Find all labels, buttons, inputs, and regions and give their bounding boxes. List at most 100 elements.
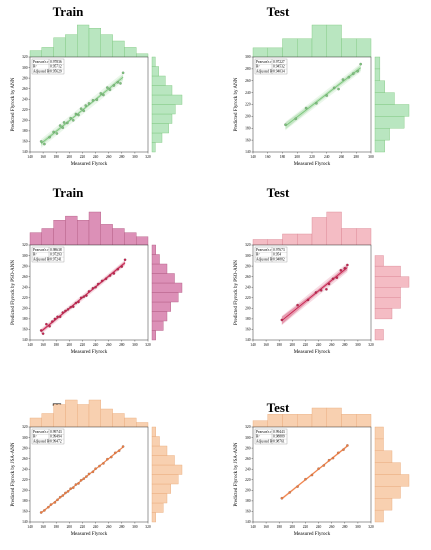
x-histogram-bar [311,24,327,58]
data-point [346,444,349,447]
data-point [71,305,75,309]
y-tick-label: 300 [22,254,28,258]
x-tick-label: 180 [54,343,60,347]
x-histogram-bar [356,228,372,246]
y-histogram-bar [151,132,163,143]
data-point [314,291,318,294]
stat-value: 0.98761 [273,439,285,443]
y-histogram-bar [151,56,156,67]
x-tick-label: 180 [54,525,60,529]
data-point [304,477,307,481]
data-point [106,457,109,461]
x-histogram-bar [297,414,313,428]
y-tick-label: 280 [245,446,251,450]
stat-label: Adjusted R² [33,257,50,261]
y-histogram-bar [151,273,175,284]
y-tick-label: 160 [245,138,251,142]
chart-title: Test [267,185,290,200]
stat-label: R² [33,253,36,257]
y-tick-label: 220 [22,296,28,300]
x-tick-label: 240 [316,525,322,529]
y-tick-label: 240 [245,91,251,95]
stat-value: 0.98889 [273,435,285,439]
x-histogram-bar [112,228,125,246]
x-tick-label: 280 [342,525,348,529]
data-point [84,104,88,107]
stat-label: Adjusted R² [256,69,273,73]
data-point [85,475,88,478]
y-tick-label: 140 [245,150,251,154]
data-point [280,496,284,500]
y-histogram-bar [374,462,401,475]
data-point [61,494,65,497]
data-point [359,62,362,66]
x-histogram-bar [252,420,268,428]
data-point [52,130,55,134]
y-histogram-bar [374,104,410,117]
data-point [306,298,310,302]
stats-box [31,428,65,445]
x-histogram-bar [326,211,342,246]
y-histogram-bar [151,311,168,322]
y-tick-label: 140 [22,338,28,342]
y-histogram-bar [151,123,169,134]
data-point [94,285,97,289]
x-histogram-bar [65,399,78,428]
stat-value: 0.94882 [273,257,285,261]
x-histogram-bar [267,414,283,428]
stat-label: Pearson's r [33,430,49,434]
x-tick-label: 160 [40,343,46,347]
data-point [106,86,109,89]
data-point [109,455,113,459]
data-point [315,102,318,105]
x-histogram-bar [29,417,43,428]
x-tick-label: 240 [324,155,330,159]
stat-value: 0.95712 [50,65,62,69]
data-point [325,288,328,291]
y-tick-label: 180 [22,499,28,503]
x-tick-label: 300 [132,525,138,529]
chart-panel-3: Train Pearson's r 0.98638 R² 0.97293Adjusted… [11,185,183,355]
y-histogram-bar [151,483,171,494]
y-tick-label: 260 [245,79,251,83]
data-point [87,472,91,476]
data-point [113,451,117,455]
y-histogram-bar [374,498,393,511]
y-tick-label: 140 [245,338,251,342]
y-histogram-bar [151,94,183,105]
data-point [47,505,50,509]
y-tick-label: 280 [245,67,251,71]
x-histogram-bar [341,414,357,428]
data-point [82,295,86,299]
stat-value: 0.97227 [273,60,285,64]
data-point [119,82,122,85]
x-histogram-bar [41,228,54,246]
data-point [53,317,57,321]
stat-label: Pearson's r [256,430,272,434]
x-histogram-bar [53,404,66,428]
data-point [341,78,345,81]
y-histogram-bar [151,66,159,77]
data-point [108,88,112,92]
stat-label: R² [256,253,259,257]
x-histogram-bar [326,24,342,58]
x-tick-label: 140 [27,155,33,159]
stat-value: 0.98638 [50,248,62,252]
y-axis-label: Predicted Flyrock by ANN [234,77,239,131]
fit-line [281,445,348,500]
fit-line [281,267,348,321]
x-tick-label: 140 [250,155,256,159]
stat-label: Adjusted R² [256,257,273,261]
stat-value: 0.94532 [273,65,285,69]
x-tick-label: 200 [67,343,73,347]
y-tick-label: 180 [245,317,251,321]
y-histogram-bar [151,254,160,265]
stat-value: 0.99743 [50,430,62,434]
data-point [94,467,97,470]
data-point [53,501,57,504]
data-point [55,132,59,135]
data-point [56,315,59,319]
chart-title: Test [267,400,290,415]
stat-label: Pearson's r [33,248,49,252]
chart-title: Train [53,4,85,19]
